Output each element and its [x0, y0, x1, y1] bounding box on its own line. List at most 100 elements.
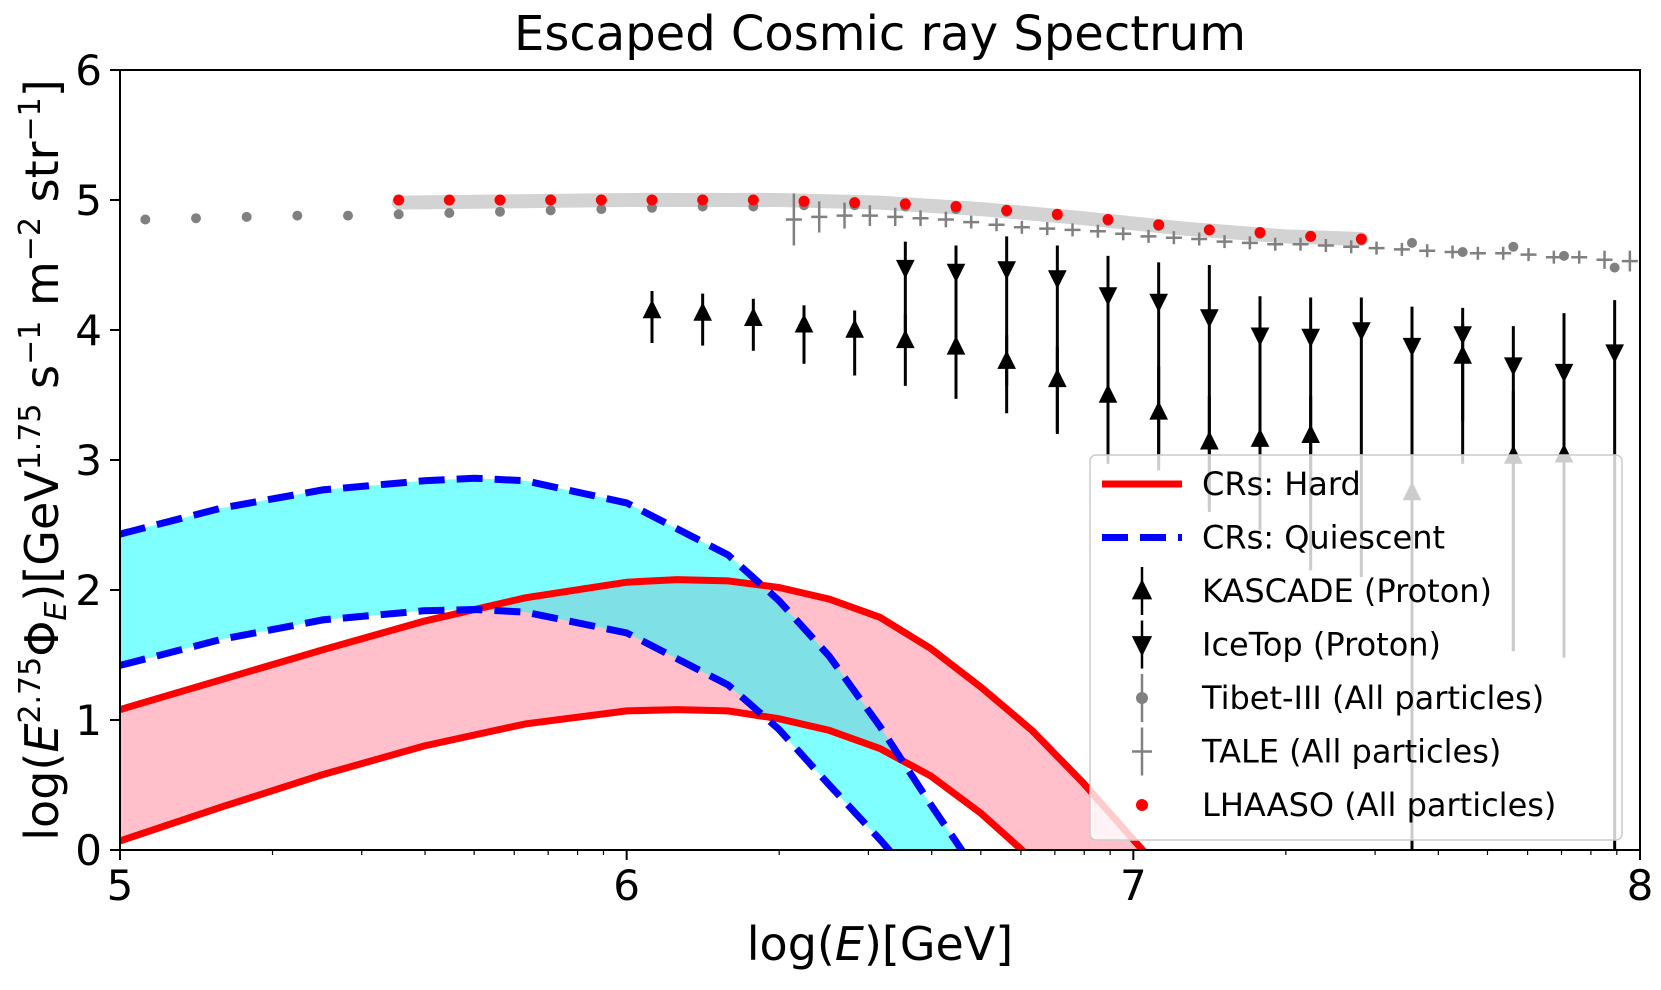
lhaaso-point — [1051, 208, 1063, 220]
lhaaso-point — [595, 194, 607, 206]
legend-item: Tibet-III (All particles) — [1136, 674, 1544, 722]
y-tick-label: 2 — [75, 566, 102, 615]
legend-label: LHAASO (All particles) — [1202, 786, 1556, 824]
icetop-marker — [1149, 293, 1169, 313]
lhaaso-point — [747, 194, 759, 206]
tibet-point — [596, 204, 607, 215]
band-upper-quiescent — [120, 474, 966, 850]
icetop-marker — [1098, 287, 1118, 306]
tale-point — [963, 215, 980, 229]
lhaaso-point — [697, 194, 709, 206]
icetop-marker — [1301, 328, 1321, 348]
tale-point — [1216, 235, 1233, 249]
lhaaso-point — [1305, 230, 1317, 242]
chart-title: Escaped Cosmic ray Spectrum — [514, 6, 1246, 62]
tale-point — [1444, 245, 1461, 259]
y-tick-label: 1 — [75, 696, 102, 745]
legend-item: LHAASO (All particles) — [1136, 786, 1556, 824]
band-fill-quiescent — [120, 478, 962, 850]
icetop-point — [946, 245, 966, 350]
tale-point — [1115, 227, 1132, 241]
lhaaso-point — [1102, 214, 1114, 225]
tale-point — [887, 207, 904, 226]
tale-point — [1317, 239, 1334, 252]
kascade-marker — [845, 319, 865, 338]
y-tick-label: 3 — [75, 436, 102, 485]
legend-triangle-down — [1131, 636, 1153, 657]
tale-point — [1039, 222, 1056, 236]
tibet-point — [393, 209, 404, 220]
tale-point — [1013, 220, 1030, 234]
y-tick-label: 0 — [75, 826, 102, 875]
tibet-point — [647, 202, 657, 213]
tale-point — [1064, 223, 1081, 237]
icetop-marker — [1250, 327, 1270, 347]
legend-label: IceTop (Proton) — [1202, 626, 1441, 664]
legend-label: CRs: Quiescent — [1202, 519, 1445, 557]
icetop-marker — [997, 261, 1017, 280]
icetop-marker — [1047, 270, 1067, 289]
tibet-point — [545, 205, 556, 216]
lhaaso-point — [494, 194, 506, 206]
kascade-point — [642, 291, 662, 343]
tale-point — [1267, 237, 1284, 251]
tale-point — [1241, 236, 1258, 250]
lhaaso-point — [1001, 204, 1013, 216]
tale-point — [861, 205, 878, 226]
kascade-marker — [743, 307, 763, 326]
tibet-point — [1457, 247, 1468, 257]
icetop-marker — [1503, 357, 1523, 377]
legend-item: TALE (All particles) — [1132, 727, 1501, 776]
lhaaso-point — [950, 201, 962, 212]
lhaaso-point — [849, 197, 861, 209]
legend-item: IceTop (Proton) — [1131, 620, 1441, 669]
tale-point — [1596, 250, 1613, 269]
icetop-marker — [1605, 344, 1625, 364]
band-fill-hard — [120, 579, 1143, 850]
y-tick-label: 5 — [75, 176, 102, 225]
tale-point — [836, 202, 853, 229]
tibet-point — [495, 206, 505, 217]
tale-point — [1191, 232, 1208, 246]
band-lower-quiescent — [120, 605, 894, 850]
legend-dot — [1136, 692, 1148, 704]
tibet-point — [292, 210, 303, 221]
icetop-marker — [946, 263, 966, 283]
legend-label: KASCADE (Proton) — [1202, 572, 1492, 610]
lhaaso-band — [391, 193, 1369, 246]
legend-dot — [1136, 799, 1148, 811]
legend-triangle-up — [1131, 579, 1153, 600]
tale-point — [912, 210, 929, 226]
band-upper-hard — [120, 576, 1148, 850]
tibet-point — [1407, 237, 1417, 248]
legend-item: CRs: Quiescent — [1102, 519, 1445, 557]
tale-point — [937, 211, 954, 228]
tale-point — [1469, 246, 1486, 260]
tibet-point — [140, 214, 151, 225]
tale-point — [1545, 250, 1562, 264]
legend-label: TALE (All particles) — [1201, 733, 1501, 771]
tale-point — [1140, 229, 1157, 243]
legend-label: Tibet-III (All particles) — [1201, 679, 1544, 717]
icetop-point — [895, 241, 915, 346]
y-axis-title: log(E2.75ΦE)[GeV1.75 s−1 m−2 str−1] — [13, 79, 74, 840]
tale-point — [811, 201, 828, 233]
x-tick-label: 7 — [1120, 861, 1147, 910]
icetop-point — [1098, 255, 1118, 464]
tale-point — [1089, 224, 1106, 238]
tibet-point — [191, 213, 201, 224]
legend: CRs: Hard CRs: Quiescent KASCADE (Proton) I… — [1089, 454, 1623, 841]
tibet-point — [241, 211, 252, 222]
x-tick-label: 6 — [613, 861, 640, 910]
icetop-marker — [1554, 363, 1574, 383]
icetop-marker — [1453, 326, 1473, 345]
kascade-marker — [642, 299, 662, 319]
kascade-marker — [794, 313, 814, 333]
lhaaso-point — [443, 194, 455, 206]
icetop-point — [1149, 262, 1169, 471]
lhaaso-point — [899, 198, 911, 210]
x-axis-title: log(E)[GeV] — [747, 917, 1013, 971]
tale-point — [1393, 242, 1410, 256]
tale-point — [988, 218, 1005, 232]
lhaaso-point — [393, 194, 405, 206]
